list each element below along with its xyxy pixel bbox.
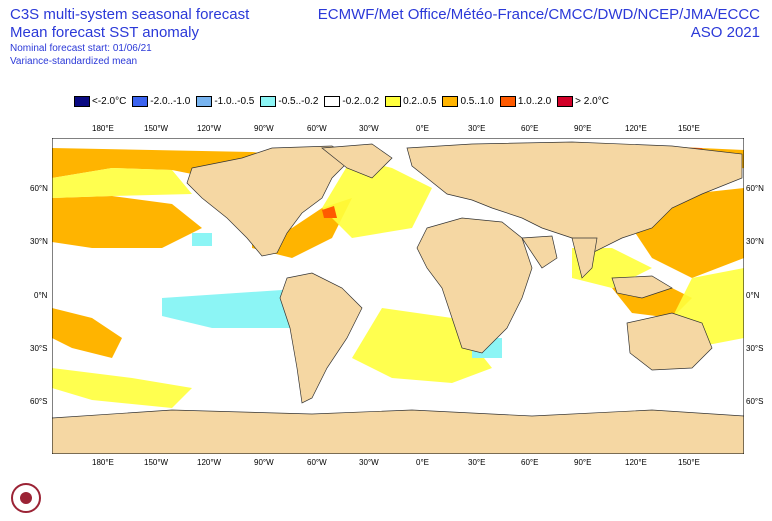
legend-item: 0.5..1.0 (442, 96, 494, 107)
lat-label-left: 30°S (30, 344, 48, 353)
legend-swatch (74, 96, 90, 107)
lat-label-right: 30°S (746, 344, 764, 353)
legend-label: 1.0..2.0 (517, 96, 552, 107)
legend-label: -1.0..-0.5 (214, 96, 255, 107)
lat-label-left: 0°N (34, 291, 48, 300)
anomaly-0p2-0p5 (52, 158, 744, 408)
legend-item: -0.2..0.2 (324, 96, 379, 107)
lat-label-right: 60°S (746, 397, 764, 406)
subtitle-line-2: Variance-standardized mean (10, 56, 138, 67)
lon-label-top: 120°E (625, 124, 647, 133)
lat-label-left: 60°S (30, 397, 48, 406)
color-legend: <-2.0°C -2.0..-1.0 -1.0..-0.5 -0.5..-0.2… (74, 96, 615, 107)
legend-item: 0.2..0.5 (385, 96, 436, 107)
lon-label-top: 0°E (416, 124, 429, 133)
title-line-2: Mean forecast SST anomaly (10, 24, 199, 41)
lon-label-top: 60°W (307, 124, 327, 133)
lon-label-bottom: 30°W (359, 458, 379, 467)
lon-label-bottom: 120°E (625, 458, 647, 467)
lon-label-bottom: 90°W (254, 458, 274, 467)
legend-label: 0.5..1.0 (460, 96, 494, 107)
lon-label-top: 90°W (254, 124, 274, 133)
legend-label: 0.2..0.5 (403, 96, 437, 107)
legend-label: > 2.0°C (575, 96, 609, 107)
lon-label-bottom: 30°E (468, 458, 486, 467)
legend-label: -0.2..0.2 (342, 96, 380, 107)
copernicus-logo (11, 483, 41, 513)
title-line-1: C3S multi-system seasonal forecast (10, 6, 250, 23)
header-right: ECMWF/Met Office/Météo-France/CMCC/DWD/N… (318, 6, 760, 42)
legend-swatch (499, 96, 516, 107)
legend-label: <-2.0°C (92, 96, 127, 107)
lon-label-bottom: 60°W (307, 458, 327, 467)
land-masses (52, 141, 744, 454)
header-left: C3S multi-system seasonal forecast Mean … (10, 6, 249, 68)
legend-swatch (324, 96, 341, 107)
lon-label-bottom: 60°E (521, 458, 539, 467)
lon-label-bottom: 180°E (92, 458, 114, 467)
legend-item: -1.0..-0.5 (196, 96, 254, 107)
lon-label-top: 90°E (574, 124, 592, 133)
legend-swatch (260, 96, 277, 107)
legend-item: > 2.0°C (557, 96, 609, 107)
legend-swatch (557, 96, 574, 107)
lon-label-top: 30°E (468, 124, 486, 133)
anomaly-0p5-1p0 (52, 144, 744, 358)
lat-label-right: 30°N (746, 237, 764, 246)
subtitle-line-1: Nominal forecast start: 01/06/21 (10, 43, 152, 54)
lon-label-bottom: 150°E (678, 458, 700, 467)
sst-anomaly-map (52, 138, 744, 454)
lat-label-right: 0°N (746, 291, 760, 300)
legend-label: -2.0..-1.0 (150, 96, 191, 107)
lon-label-bottom: 120°W (197, 458, 222, 467)
legend-item: <-2.0°C (74, 96, 126, 107)
legend-swatch (196, 96, 213, 107)
lat-label-left: 60°N (30, 184, 48, 193)
legend-item: -2.0..-1.0 (132, 96, 190, 107)
lon-label-top: 150°E (678, 124, 700, 133)
legend-item: -0.5..-0.2 (260, 96, 318, 107)
lon-label-top: 30°W (359, 124, 379, 133)
lon-label-bottom: 150°W (144, 458, 169, 467)
lon-label-bottom: 0°E (416, 458, 429, 467)
lon-label-top: 180°E (92, 124, 114, 133)
systems-label: ECMWF/Met Office/Météo-France/CMCC/DWD/N… (317, 6, 760, 23)
lat-label-left: 30°N (30, 237, 48, 246)
lon-label-bottom: 90°E (574, 458, 592, 467)
lon-label-top: 60°E (521, 124, 539, 133)
period-label: ASO 2021 (690, 24, 760, 41)
legend-label: -0.5..-0.2 (278, 96, 319, 107)
lat-label-right: 60°N (746, 184, 764, 193)
legend-swatch (442, 96, 459, 107)
legend-item: 1.0..2.0 (499, 96, 552, 107)
lon-label-top: 150°W (144, 124, 169, 133)
legend-swatch (132, 96, 149, 107)
lon-label-top: 120°W (197, 124, 222, 133)
legend-swatch (385, 96, 402, 107)
